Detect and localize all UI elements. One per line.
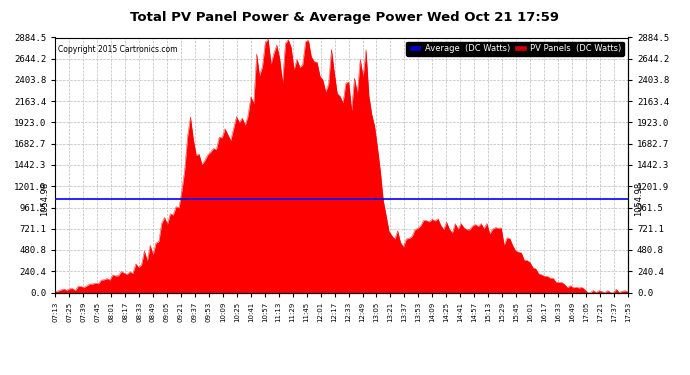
Text: Copyright 2015 Cartronics.com: Copyright 2015 Cartronics.com [58, 45, 177, 54]
Text: 1054.98: 1054.98 [633, 182, 642, 216]
Text: Total PV Panel Power & Average Power Wed Oct 21 17:59: Total PV Panel Power & Average Power Wed… [130, 11, 560, 24]
Legend: Average  (DC Watts), PV Panels  (DC Watts): Average (DC Watts), PV Panels (DC Watts) [406, 42, 624, 56]
Text: 1054.98: 1054.98 [41, 182, 50, 216]
